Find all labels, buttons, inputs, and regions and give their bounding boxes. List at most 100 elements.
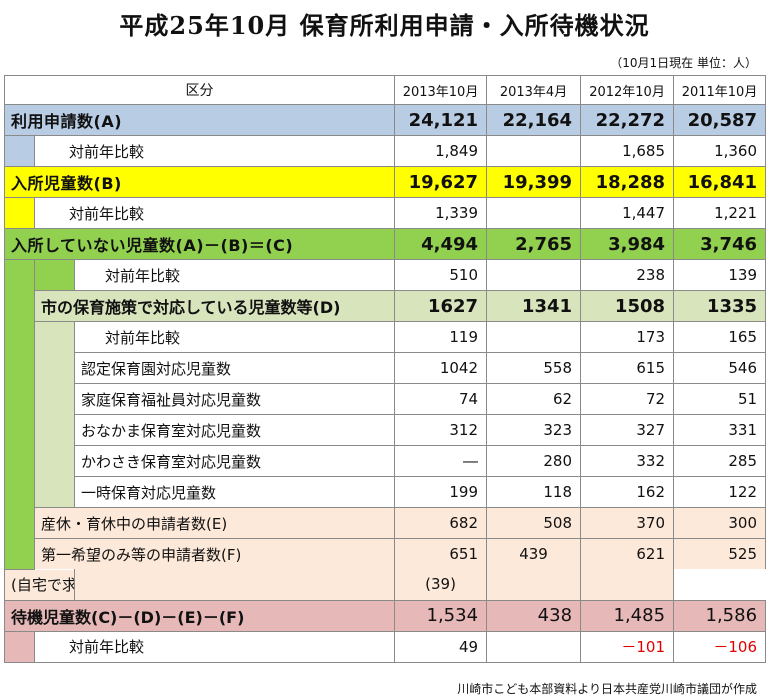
cell [580,569,675,601]
cell: 173 [580,321,675,353]
cell: 508 [486,507,582,539]
cell-negative: －106 [673,630,767,663]
indent-spacer [34,259,75,291]
cell: 51 [673,383,767,415]
row-onakama: おなかま保育室対応児童数 312 323 327 331 [5,414,767,446]
cell: 558 [486,352,582,384]
cell: 119 [394,321,488,353]
label-city-measures-yoy: 対前年比較 [73,321,396,353]
cell: 1508 [580,290,675,322]
cell: 682 [394,507,488,539]
row-temporary: 一時保育対応児童数 199 118 162 122 [5,476,767,508]
indent-spacer [4,259,35,570]
row-applications: 利用申請数(A) 24,121 22,164 22,272 20,587 [3,104,767,136]
cell: 1,339 [394,197,488,229]
cell: 300 [673,507,767,539]
row-first-choice: 第一希望のみ等の申請者数(F) 651 439 621 525 [5,538,767,569]
cell: 1335 [673,290,767,322]
row-waiting-yoy: 対前年比較 49 －101 －106 [4,630,767,663]
label-temporary: 一時保育対応児童数 [73,476,396,508]
cell: 1,586 [673,599,767,632]
cell: 1042 [394,352,488,384]
cell: 19,627 [394,166,488,198]
cell: 1,849 [394,135,488,167]
cell: 3,746 [673,228,767,260]
label-admitted-yoy: 対前年比較 [33,197,396,229]
cell [486,630,582,663]
childcare-status-table: 区分 2013年10月 2013年4月 2012年10月 2011年10月 利用… [3,75,767,663]
row-certified: 認定保育園対応児童数 1042 558 615 546 [5,352,767,384]
cell [486,135,582,167]
cell: 1,447 [580,197,675,229]
row-city-measures-yoy: 対前年比較 119 173 165 [5,321,767,508]
cell: 621 [580,538,675,569]
page-title: 平成25年10月 保育所利用申請・入所待機状況 [119,11,650,40]
row-not-admitted: 入所していない児童数(A)－(B)＝(C) 4,494 2,765 3,984 … [3,228,767,260]
header-col-2013-04: 2013年4月 [486,75,582,105]
row-city-measures: 市の保育施策で対応している児童数等(D) 1627 1341 1508 1335 [5,290,767,322]
cell: 18,288 [580,166,675,198]
cell: 72 [580,383,675,415]
cell: 1,485 [580,599,675,632]
label-applications-yoy: 対前年比較 [33,135,396,167]
row-job-seeking: (自宅で求職活動を行う申請者数) (39) [4,569,766,601]
cell [486,259,582,291]
label-parental-leave: 産休・育休中の申請者数(E) [33,507,396,539]
cell: 16,841 [673,166,767,198]
row-admitted-yoy: 対前年比較 1,339 1,447 1,221 [4,197,767,229]
cell: 199 [394,476,488,508]
row-parental-leave: 産休・育休中の申請者数(E) 682 508 370 300 [5,507,767,539]
row-not-admitted-yoy: 対前年比較 510 238 139 [4,259,767,570]
cell: 323 [486,414,582,446]
cell: 1,534 [394,599,488,632]
label-certified: 認定保育園対応児童数 [73,352,396,384]
cell: 510 [394,259,488,291]
cell: 525 [673,538,767,569]
label-waiting-yoy: 対前年比較 [33,630,396,663]
cell: 20,587 [673,104,767,136]
header-col-2012-10: 2012年10月 [580,75,675,105]
cell [73,569,396,601]
cell: ― [394,445,488,477]
row-admitted: 入所児童数(B) 19,627 19,399 18,288 16,841 [3,166,767,198]
cell: 118 [486,476,582,508]
row-family-care: 家庭保育福祉員対応児童数 74 62 72 51 [5,383,767,415]
cell: 4,494 [394,228,488,260]
header-row: 区分 2013年10月 2013年4月 2012年10月 2011年10月 [3,75,767,105]
cell: 122 [673,476,767,508]
cell: 439 [486,538,582,569]
cell: 285 [673,445,767,477]
cell: 280 [486,445,582,477]
label-admitted: 入所児童数(B) [3,166,396,198]
cell: 331 [673,414,767,446]
cell: 370 [580,507,675,539]
cell: 165 [673,321,767,353]
header-col-2011-10: 2011年10月 [673,75,767,105]
label-applications: 利用申請数(A) [3,104,396,136]
label-not-admitted-yoy: 対前年比較 [73,259,396,291]
cell: 651 [394,538,488,569]
cell: 74 [394,383,488,415]
indent-spacer [4,630,35,663]
source-footer: 川崎市こども本部資料より日本共産党川崎市議団が作成 [457,682,757,696]
cell: 312 [394,414,488,446]
cell: 332 [580,445,675,477]
label-first-choice: 第一希望のみ等の申請者数(F) [33,538,396,569]
cell-negative: －101 [580,630,675,663]
header-col-2013-10: 2013年10月 [394,75,488,105]
cell: 1,685 [580,135,675,167]
cell: 1,221 [673,197,767,229]
cell: 162 [580,476,675,508]
label-kawasaki: かわさき保育室対応児童数 [73,445,396,477]
cell: 438 [486,599,582,632]
header-category: 区分 [3,75,396,105]
label-job-seeking: (自宅で求職活動を行う申請者数) [4,569,75,601]
cell [486,197,582,229]
label-waiting: 待機児童数(C)－(D)－(E)－(F) [3,599,396,632]
cell: 238 [580,259,675,291]
cell: 139 [673,259,767,291]
date-unit-note: （10月1日現在 単位：人） [610,56,757,70]
cell: 24,121 [394,104,488,136]
row-waiting: 待機児童数(C)－(D)－(E)－(F) 1,534 438 1,485 1,5… [3,599,767,632]
row-applications-yoy: 対前年比較 1,849 1,685 1,360 [4,135,767,167]
